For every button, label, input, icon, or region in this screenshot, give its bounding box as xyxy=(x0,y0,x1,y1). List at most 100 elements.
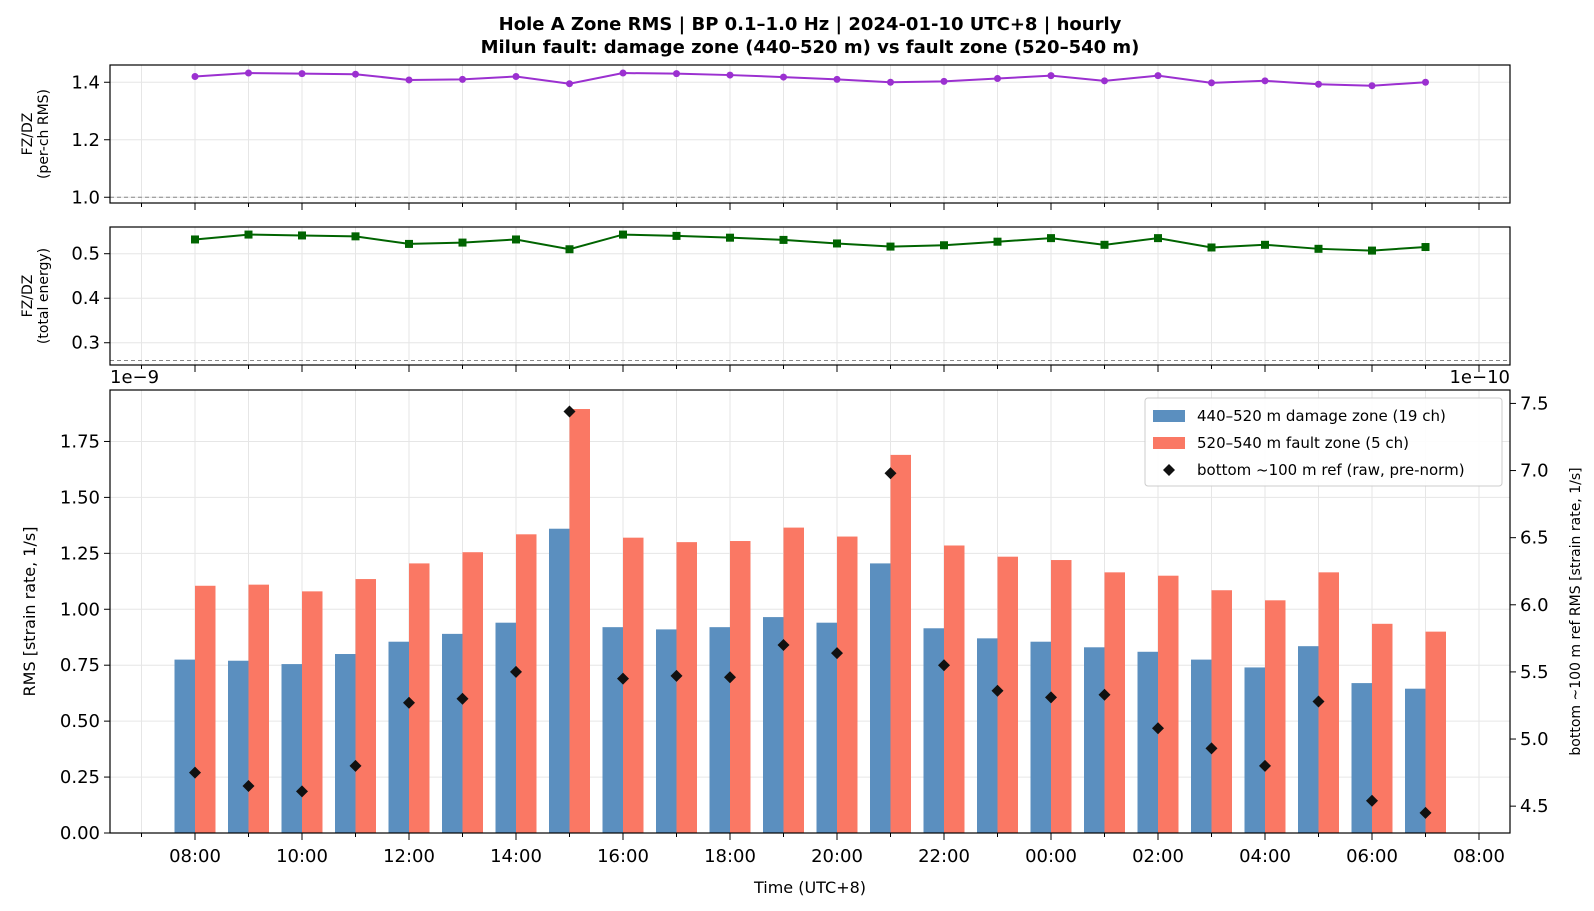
top-panel-y-label-2: (per-ch RMS) xyxy=(36,89,52,179)
top-panel-y-tick-label: 1.0 xyxy=(71,187,100,208)
bottom-x-tick-label: 16:00 xyxy=(597,846,649,867)
ref-point xyxy=(456,692,469,705)
top-panel-point xyxy=(245,69,252,77)
ref-point xyxy=(296,785,308,798)
bar-fault-zone xyxy=(890,454,911,833)
middle-panel-point xyxy=(512,235,520,244)
bar-fault-zone xyxy=(462,552,483,833)
top-panel-y-tick-label: 1.4 xyxy=(71,72,100,93)
middle-panel-point xyxy=(1100,240,1109,249)
bar-damage-zone xyxy=(977,638,998,833)
middle-panel-point xyxy=(1047,234,1055,243)
bar-fault-zone xyxy=(355,579,376,833)
bottom-x-tick-label: 20:00 xyxy=(811,846,863,867)
legend-swatch-damage-zone xyxy=(1153,410,1185,422)
bottom-y-tick-label: 1.00 xyxy=(60,599,100,620)
legend-swatch-fault-zone xyxy=(1153,437,1185,449)
middle-panel-y-label-1: FZ/DZ xyxy=(20,275,36,318)
ref-point xyxy=(1259,759,1271,772)
ref-point xyxy=(403,696,415,709)
bottom-y-tick-label: 1.25 xyxy=(60,543,100,564)
bar-fault-zone xyxy=(783,527,804,833)
bottom-y-tick-label: 1.50 xyxy=(60,487,100,508)
middle-panel-point xyxy=(1421,243,1430,252)
bar-damage-zone xyxy=(816,622,837,833)
ref-point xyxy=(884,467,897,480)
middle-panel-series-line xyxy=(194,233,1426,252)
right-axis-offset: 1e−10 xyxy=(1449,367,1510,388)
middle-panel-y-tick-label: 0.5 xyxy=(71,244,100,265)
bar-damage-zone xyxy=(442,633,463,833)
middle-panel-point xyxy=(779,235,788,244)
middle-panel-point xyxy=(298,231,306,240)
middle-panel-point xyxy=(672,231,681,240)
middle-panel-plot-area xyxy=(110,227,1510,365)
top-panel-plot-area xyxy=(110,65,1510,203)
bar-damage-zone xyxy=(1084,647,1105,833)
bar-damage-zone xyxy=(228,660,249,833)
bottom-y2-tick-label: 6.0 xyxy=(1520,595,1549,616)
bottom-x-tick-label: 18:00 xyxy=(704,846,756,867)
middle-panel-point xyxy=(458,238,467,247)
top-panel-point xyxy=(1154,72,1162,80)
legend-label-fault-zone: 520–540 m fault zone (5 ch) xyxy=(1197,434,1409,452)
top-panel-point xyxy=(1368,82,1376,90)
bar-fault-zone xyxy=(676,542,697,833)
top-panel-point xyxy=(887,78,894,86)
top-panel-point xyxy=(298,70,306,78)
middle-panel-point xyxy=(405,239,413,248)
y-axis-label: RMS [strain rate, 1/s] xyxy=(20,527,39,697)
bar-damage-zone xyxy=(656,629,677,833)
bottom-x-tick-label: 08:00 xyxy=(1453,846,1505,867)
top-panel-point xyxy=(780,73,787,81)
ref-point xyxy=(1312,695,1325,708)
bar-damage-zone xyxy=(923,628,944,833)
top-panel-point xyxy=(1422,78,1429,86)
bar-fault-zone xyxy=(730,541,751,833)
bottom-y-tick-label: 0.75 xyxy=(60,655,100,676)
bottom-y2-tick-label: 5.0 xyxy=(1520,729,1549,750)
bottom-y2-tick-label: 7.0 xyxy=(1520,461,1549,482)
top-panel-point xyxy=(1101,77,1108,85)
bottom-x-tick-label: 14:00 xyxy=(490,846,542,867)
top-panel-frame xyxy=(109,64,1511,204)
bar-damage-zone xyxy=(1137,651,1158,833)
bar-damage-zone xyxy=(549,528,570,833)
bar-damage-zone xyxy=(602,627,623,833)
top-panel-point xyxy=(619,69,627,77)
bottom-y2-tick-label: 4.5 xyxy=(1520,796,1549,817)
middle-panel-point xyxy=(244,230,253,239)
bar-damage-zone xyxy=(1030,641,1051,833)
bar-fault-zone xyxy=(195,585,216,833)
ref-point xyxy=(670,669,683,682)
top-panel-point xyxy=(673,70,680,78)
middle-panel-point xyxy=(993,237,1002,246)
top-panel-point xyxy=(1315,80,1322,88)
chart-subtitle: Milun fault: damage zone (440–520 m) vs … xyxy=(481,37,1140,58)
ref-point xyxy=(831,647,843,660)
bar-fault-zone xyxy=(1051,560,1072,833)
top-panel-point xyxy=(940,77,948,85)
bar-fault-zone xyxy=(248,584,269,833)
bar-damage-zone xyxy=(1298,646,1319,833)
bar-damage-zone xyxy=(1405,688,1426,833)
middle-panel-y-tick-label: 0.4 xyxy=(71,288,100,309)
bar-damage-zone xyxy=(281,664,302,833)
bar-fault-zone xyxy=(569,409,590,833)
middle-panel-point xyxy=(1368,246,1376,255)
bar-fault-zone xyxy=(1104,572,1125,833)
middle-panel-point xyxy=(726,233,734,242)
ref-point xyxy=(242,780,255,793)
middle-panel-point xyxy=(886,242,895,251)
top-panel-point xyxy=(1047,72,1055,80)
middle-panel-point xyxy=(191,235,199,244)
bottom-y2-tick-label: 5.5 xyxy=(1520,662,1549,683)
y2-axis-label: bottom ~100 m ref RMS [strain rate, 1/s] xyxy=(1568,467,1584,755)
top-panel-point xyxy=(566,80,573,88)
middle-panel-point xyxy=(1261,240,1269,249)
top-panel-point xyxy=(459,75,466,83)
top-panel-point xyxy=(994,75,1001,83)
ref-point xyxy=(349,759,362,772)
